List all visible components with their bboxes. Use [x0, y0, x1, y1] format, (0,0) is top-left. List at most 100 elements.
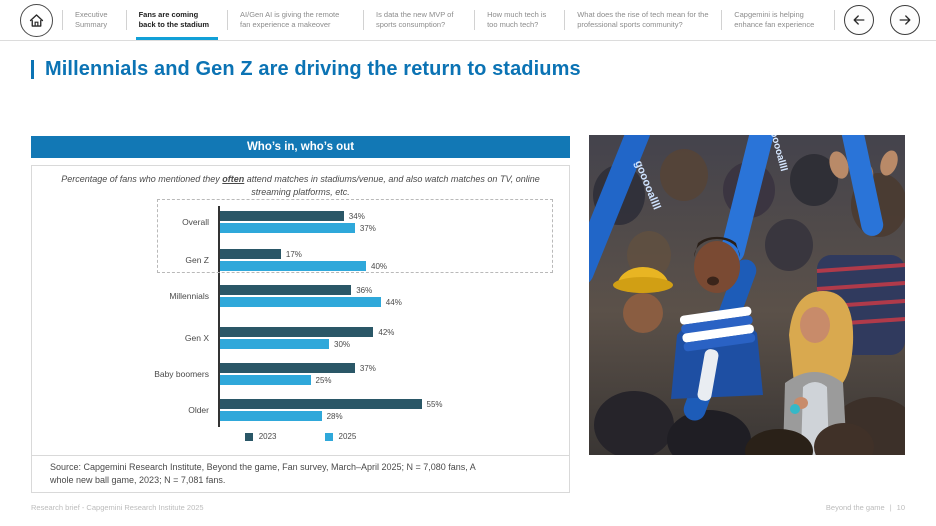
- stadium-crowd-illustration: gooooallll gooooallll: [589, 135, 905, 455]
- bar-2023-older: [218, 399, 422, 410]
- chart-legend: 2023 2025: [32, 432, 569, 441]
- value-label: 34%: [348, 211, 365, 221]
- bar-2025-gen-x: [218, 339, 329, 350]
- value-label: 40%: [371, 261, 388, 271]
- bar-line: 37%: [218, 363, 555, 374]
- source-line-1: Source: Capgemini Research Institute, Be…: [50, 462, 476, 472]
- value-label: 44%: [385, 297, 402, 307]
- bar-line: 36%: [218, 285, 555, 296]
- nav-separator: [721, 10, 723, 30]
- chart-row-gen-x: Gen X 42% 30%: [32, 324, 555, 352]
- source-line-2: whole new ball game, 2023; N = 7,081 fan…: [50, 474, 226, 485]
- nav-separator: [474, 10, 476, 30]
- value-label: 30%: [334, 339, 351, 349]
- nav-tab-is-data-the-new-mvp-of-sports[interactable]: Is data the new MVP of sports consumptio…: [376, 10, 454, 29]
- bar-2023-gen-x: [218, 327, 374, 338]
- value-label: 42%: [378, 327, 395, 337]
- previous-slide-button[interactable]: [844, 5, 874, 35]
- bar-line: 25%: [218, 375, 555, 386]
- nav-tab-how-much-tech-is-too-much-tech[interactable]: How much tech is too much tech?: [487, 10, 547, 29]
- bar-line: 42%: [218, 327, 555, 338]
- subtitle-prefix: Percentage of fans who mentioned they: [61, 174, 223, 184]
- nav-separator: [125, 10, 127, 30]
- legend-swatch: [324, 432, 333, 441]
- page-title: Millennials and Gen Z are driving the re…: [45, 58, 581, 80]
- source-note: Source: Capgemini Research Institute, Be…: [32, 455, 569, 492]
- nav-tab-ai-gen-ai-is-giving-the-remote[interactable]: AI/Gen AI is giving the remote fan exper…: [240, 10, 340, 29]
- bar-chart: Overall 34% 37% Gen Z 17% 40% Millennials 36% 44…: [32, 199, 555, 428]
- value-label: 37%: [359, 223, 376, 233]
- bar-line: 34%: [218, 211, 555, 222]
- bar-line: 40%: [218, 261, 555, 272]
- bar-line: 17%: [218, 249, 555, 260]
- chart-row-millennials: Millennials 36% 44%: [32, 282, 555, 310]
- value-label: 25%: [315, 375, 332, 385]
- arrow-right-icon: [899, 15, 911, 25]
- arrow-left-icon: [853, 15, 865, 25]
- bar-2025-gen-z: [218, 261, 366, 272]
- bar-2023-overall: [218, 211, 344, 222]
- bar-group: 55% 28%: [218, 396, 555, 424]
- title-row: Millennials and Gen Z are driving the re…: [31, 58, 581, 81]
- bar-2023-gen-z: [218, 249, 281, 260]
- bar-2023-millennials: [218, 285, 352, 296]
- chart-card: Percentage of fans who mentioned they of…: [31, 165, 570, 493]
- nav-separator: [363, 10, 365, 30]
- value-label: 17%: [285, 249, 302, 259]
- legend-label: 2025: [338, 432, 357, 442]
- subtitle-suffix: attend matches in stadiums/venue, and al…: [244, 174, 540, 197]
- category-label: Older: [188, 405, 209, 416]
- legend-item-2025: 2025: [324, 432, 357, 442]
- footer-separator: |: [889, 503, 892, 512]
- bar-2025-millennials: [218, 297, 381, 308]
- chart-card-header: Who’s in, who’s out: [31, 136, 570, 158]
- nav-tab-capgemini-is-helping-enhance-f[interactable]: Capgemini is helping enhance fan experie…: [734, 10, 815, 29]
- home-icon: [29, 13, 44, 27]
- nav-tab-what-does-the-rise-of-tech-mea[interactable]: What does the rise of tech mean for the …: [577, 10, 709, 29]
- bar-group: 42% 30%: [218, 324, 555, 352]
- chart-row-gen-z: Gen Z 17% 40%: [32, 246, 555, 274]
- home-button[interactable]: [20, 3, 53, 37]
- category-label: Millennials: [169, 291, 209, 302]
- bar-group: 34% 37%: [218, 208, 555, 236]
- nav-tab-fans-are-coming-back-to-the-st[interactable]: Fans are coming back to the stadium: [135, 0, 219, 40]
- nav-arrows: [844, 0, 920, 40]
- category-label: Gen Z: [185, 255, 209, 266]
- bar-line: 44%: [218, 297, 555, 308]
- bar-2023-baby-boomers: [218, 363, 355, 374]
- value-label: 55%: [426, 399, 443, 409]
- bar-group: 17% 40%: [218, 246, 555, 274]
- nav-tab-executive-summary[interactable]: Executive Summary: [75, 10, 108, 29]
- value-label: 37%: [359, 363, 376, 373]
- nav-separator: [62, 10, 63, 30]
- category-label: Gen X: [184, 333, 209, 344]
- category-label: Baby boomers: [154, 369, 209, 380]
- title-accent-bar: [31, 60, 34, 79]
- bar-line: 30%: [218, 339, 555, 350]
- category-label: Overall: [182, 217, 209, 228]
- bar-2025-baby-boomers: [218, 375, 311, 386]
- chart-row-older: Older 55% 28%: [32, 396, 555, 424]
- value-label: 36%: [356, 285, 373, 295]
- bar-group: 37% 25%: [218, 360, 555, 388]
- nav-separator: [227, 10, 229, 30]
- nav-tabs: Executive Summary Fans are coming back to…: [53, 0, 844, 40]
- legend-item-2023: 2023: [244, 432, 277, 441]
- legend-swatch: [244, 432, 253, 441]
- bar-line: 55%: [218, 399, 555, 410]
- stadium-crowd-photo: gooooallll gooooallll: [589, 135, 905, 455]
- next-slide-button[interactable]: [890, 5, 920, 35]
- bar-2025-older: [218, 411, 322, 422]
- value-label: 28%: [326, 411, 343, 421]
- footer-left-text: Research brief - Capgemini Research Inst…: [31, 503, 204, 512]
- nav-separator: [834, 10, 836, 30]
- top-navigation: Executive Summary Fans are coming back to…: [0, 0, 936, 41]
- chart-subtitle: Percentage of fans who mentioned they of…: [58, 173, 544, 198]
- footer-page-number: 10: [896, 503, 905, 512]
- bar-line: 28%: [218, 411, 555, 422]
- bar-line: 37%: [218, 223, 555, 234]
- subtitle-emphasis: often: [222, 174, 245, 184]
- bar-2025-overall: [218, 223, 355, 234]
- bar-group: 36% 44%: [218, 282, 555, 310]
- chart-row-overall: Overall 34% 37%: [32, 208, 555, 236]
